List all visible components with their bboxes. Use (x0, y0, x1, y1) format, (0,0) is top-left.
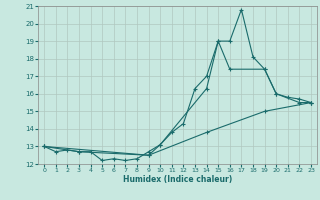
X-axis label: Humidex (Indice chaleur): Humidex (Indice chaleur) (123, 175, 232, 184)
